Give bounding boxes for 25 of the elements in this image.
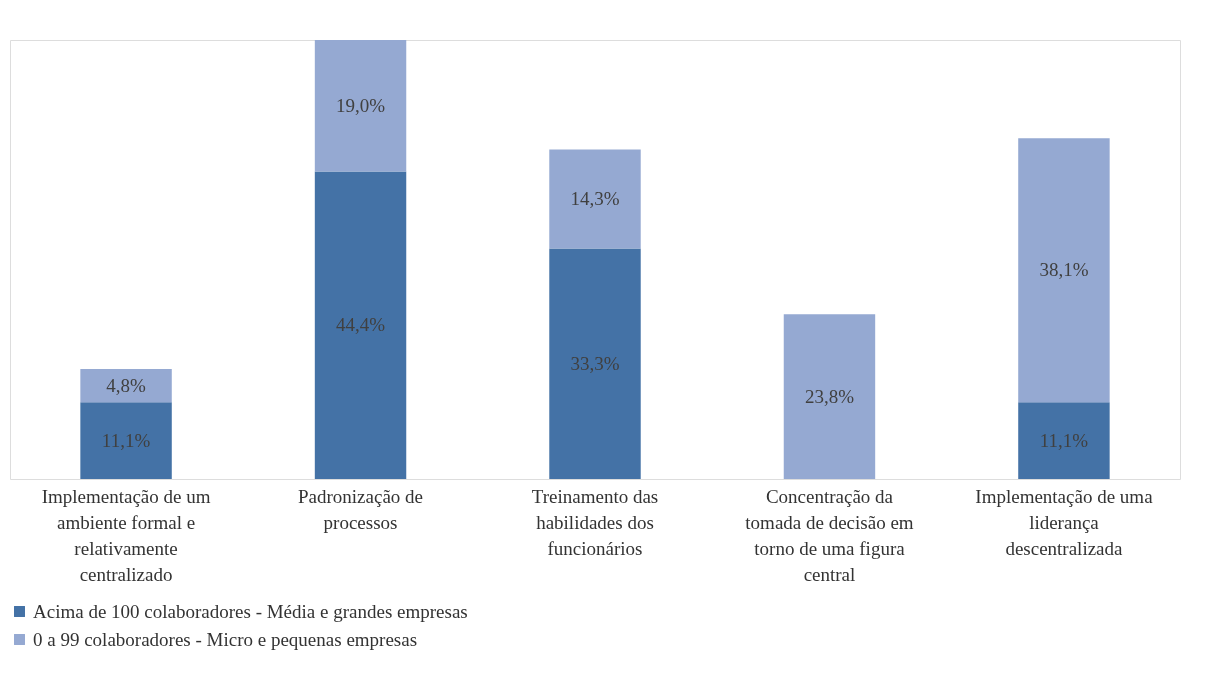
data-label: 33,3% (570, 352, 620, 374)
data-label: 14,3% (570, 187, 620, 209)
bar (80, 402, 172, 479)
x-tick-label: Treinamento das habilidades dos funcionários (531, 485, 659, 559)
data-label: 38,1% (1039, 259, 1089, 281)
legend-label: 0 a 99 colaboradores - Micro e pequenas empresas (33, 628, 418, 650)
bar (783, 314, 876, 479)
data-label: 11,1% (101, 429, 151, 451)
data-label: 44,4% (335, 314, 386, 336)
bar (1018, 402, 1110, 479)
x-tick-label: Concentração da tomada de decisão em torno de uma figura central (745, 485, 914, 585)
x-tick-label: Padronização de processos (298, 485, 424, 533)
data-label: 11,1% (1039, 429, 1089, 451)
bar (80, 368, 172, 403)
bar (549, 149, 641, 249)
bar (314, 40, 407, 172)
x-tick-label: Implementação de uma liderança descentralizada (975, 485, 1154, 559)
data-label: 19,0% (335, 94, 386, 116)
bar (549, 248, 641, 479)
data-label: 23,8% (804, 385, 855, 407)
bar (314, 171, 407, 479)
data-label: 4,8% (106, 374, 147, 396)
x-tick-label: Implementação de um ambiente formal e relativamente centralizado (41, 485, 211, 585)
bar (1018, 138, 1110, 403)
legend-label: Acima de 100 colaboradores - Média e grandes empresas (33, 600, 468, 622)
